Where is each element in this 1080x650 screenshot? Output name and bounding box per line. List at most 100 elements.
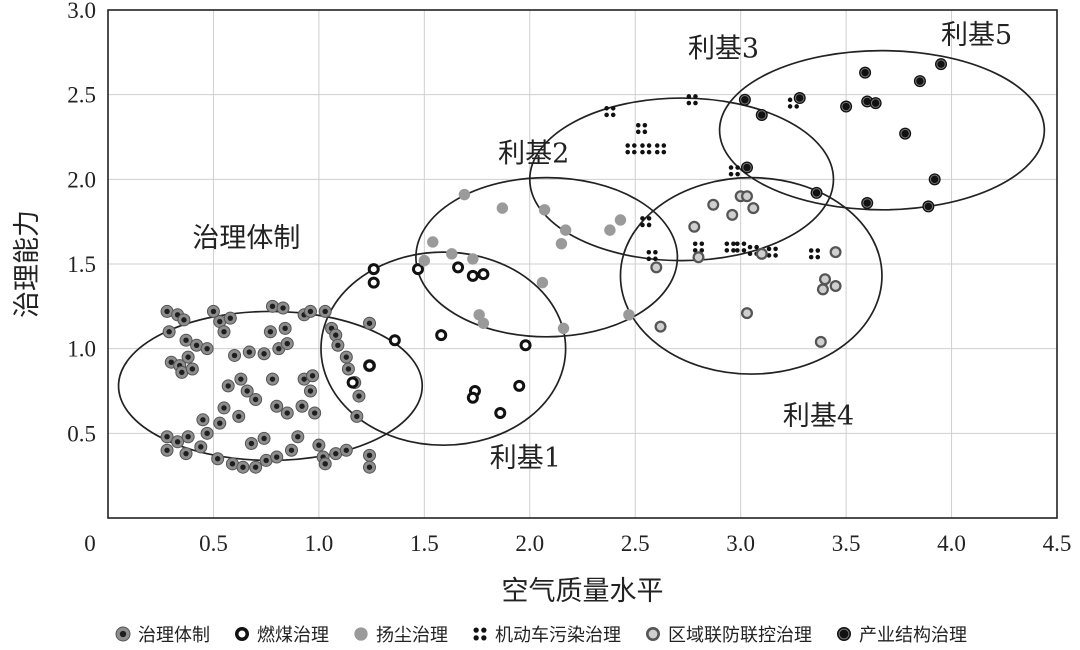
data-point [640, 143, 652, 155]
data-point [728, 165, 740, 177]
data-points [160, 58, 948, 474]
data-point [206, 304, 220, 318]
data-point [350, 409, 364, 423]
data-point [177, 313, 191, 327]
legend-marker-shape [646, 627, 660, 641]
data-point [363, 316, 377, 330]
data-point [840, 100, 853, 113]
data-point [284, 443, 298, 457]
axis-ticks: 0 0.5 1.0 1.5 2.0 2.5 3.0 3.5 4.0 4.5 0.5 1.0 1.5 2.0… [67, 0, 1071, 556]
data-point [249, 392, 263, 406]
group-label: 利基5 [941, 20, 1012, 51]
data-point [740, 161, 753, 174]
x-axis-title: 空气质量水平 [502, 576, 664, 607]
legend-label: 区域联防联控治理 [668, 625, 812, 646]
data-point [538, 204, 551, 216]
data-point [555, 237, 568, 250]
data-point [194, 440, 208, 454]
y-tick-label: 2.5 [67, 83, 96, 108]
data-point [814, 335, 827, 348]
data-point [646, 249, 658, 262]
data-point [452, 261, 465, 274]
group-ellipse-2 [415, 176, 679, 338]
grid-lines [108, 10, 1057, 518]
data-point [339, 443, 353, 457]
data-point [861, 197, 874, 210]
data-point [859, 66, 872, 79]
x-tick-label: 4.0 [937, 531, 966, 556]
x-tick-label: 4.5 [1043, 531, 1072, 556]
y-tick-label: 3.0 [67, 0, 96, 23]
data-point [766, 246, 778, 258]
data-point [640, 216, 652, 228]
data-point [160, 430, 174, 444]
x-tick-label: 0.5 [199, 531, 228, 556]
data-point [458, 188, 471, 201]
data-point [257, 347, 271, 361]
legend: 治理体制 燃煤治理 扬尘治理 机动车污染治理 区域联防联控治理 产业结构治理 [0, 618, 1080, 650]
data-point [418, 254, 431, 267]
data-point [196, 413, 210, 427]
data-point [623, 309, 635, 321]
data-point [295, 399, 309, 413]
data-point [352, 389, 366, 403]
legend-item: 机动车污染治理 [470, 621, 621, 647]
legend-label: 燃煤治理 [257, 625, 329, 646]
data-point [922, 200, 935, 213]
data-point [213, 315, 227, 329]
data-point [263, 325, 277, 339]
data-point [181, 430, 195, 444]
data-point [308, 406, 322, 420]
data-point [312, 438, 326, 452]
data-point [213, 416, 227, 430]
data-point [181, 350, 195, 364]
data-point [466, 269, 479, 282]
legend-label: 扬尘治理 [376, 625, 448, 646]
data-point [179, 447, 193, 461]
legend-marker-icon [235, 627, 249, 641]
legend-label: 产业结构治理 [859, 625, 967, 646]
data-point [726, 208, 739, 221]
data-point [221, 379, 235, 393]
data-point [232, 409, 246, 423]
data-point [435, 329, 448, 342]
group-ellipse-1 [320, 251, 567, 447]
data-point [913, 75, 926, 88]
legend-item: 产业结构治理 [834, 621, 967, 647]
group-ellipse-5 [718, 49, 1046, 211]
group-ellipse-3 [528, 97, 835, 262]
data-point [650, 261, 663, 274]
data-point [755, 247, 768, 260]
plot-area-frame [107, 9, 1058, 519]
data-point [557, 322, 570, 335]
data-point [829, 280, 842, 293]
data-point [242, 345, 256, 359]
legend-marker-shape [115, 626, 131, 642]
y-tick-label: 2.0 [67, 167, 96, 192]
x-tick-label: 2.5 [621, 531, 650, 556]
data-point [819, 273, 832, 286]
data-point [899, 127, 912, 140]
data-point [427, 236, 439, 248]
data-point [446, 248, 458, 260]
data-point [346, 376, 359, 389]
data-point [259, 453, 273, 467]
group-label: 利基4 [783, 401, 854, 432]
y-tick-label: 1.5 [67, 252, 96, 277]
legend-marker-icon [646, 627, 660, 641]
data-point [707, 198, 720, 211]
group-ellipses [117, 49, 1046, 462]
data-point [740, 190, 753, 203]
data-point [614, 214, 627, 226]
data-point [477, 317, 490, 329]
data-point [513, 379, 526, 392]
x-tick-label: 3.0 [726, 531, 755, 556]
data-point [276, 301, 290, 315]
data-point [306, 369, 320, 383]
data-point [179, 333, 193, 347]
data-point [339, 350, 353, 364]
data-point [236, 460, 250, 474]
data-point [477, 268, 490, 281]
legend-marker-icon [473, 627, 487, 641]
data-point [244, 436, 258, 450]
